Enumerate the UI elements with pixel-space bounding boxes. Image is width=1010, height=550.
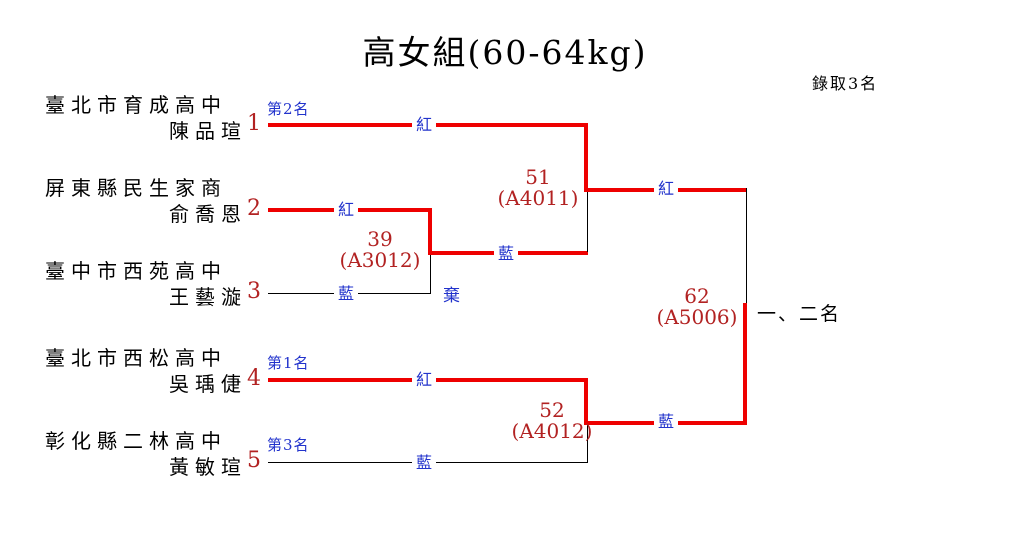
match-code: (A3012): [339, 248, 421, 272]
entry-school: 彰化縣二林高中: [45, 429, 227, 453]
match62-vertical-black: [746, 188, 747, 304]
corner-label-blue: 藍: [412, 454, 437, 472]
recruit-note: 錄取3名: [812, 74, 879, 93]
corner-label-blue: 藍: [654, 413, 679, 431]
entry-school: 屏東縣民生家商: [45, 176, 227, 200]
match-number: 51: [525, 165, 551, 189]
match52-vertical-red: [584, 378, 588, 425]
page-title: 高女組(60-64kg): [362, 33, 648, 72]
corner-label-blue: 藍: [334, 285, 359, 303]
match39-vertical-black: [430, 255, 431, 294]
match-52-label: 52 (A4012): [497, 400, 607, 442]
corner-label-red: 紅: [412, 371, 437, 389]
match62-vertical-red: [743, 303, 747, 425]
match52-vertical-black: [587, 425, 588, 463]
match-number: 52: [539, 398, 565, 422]
entry-athlete-name: 黃敏瑄: [169, 455, 247, 479]
entry-4: 臺北市西松高中 吳瑀倢: [45, 345, 241, 397]
entry-seed: 5: [247, 448, 261, 473]
entry-school: 臺北市育成高中: [45, 93, 227, 117]
entry-athlete-name: 俞喬恩: [169, 202, 247, 226]
entry-rank-badge: 第1名: [267, 354, 310, 372]
entry-seed: 3: [247, 279, 261, 304]
entry-5: 彰化縣二林高中 黃敏瑄: [45, 428, 241, 480]
entry-2: 屏東縣民生家商 俞喬恩: [45, 175, 241, 227]
forfeit-mark: 棄: [443, 286, 460, 306]
final-placement-label: 一、二名: [757, 303, 842, 325]
entry-3: 臺中市西苑高中 王藝漩: [45, 258, 241, 310]
corner-label-blue: 藍: [494, 245, 519, 263]
match-39-label: 39 (A3012): [325, 229, 435, 271]
match51-vertical-red: [584, 123, 588, 192]
entry-seed: 4: [247, 366, 261, 391]
match-number: 39: [367, 227, 393, 251]
entry-athlete-name: 陳品瑄: [169, 119, 247, 143]
match-code: (A4012): [511, 419, 593, 443]
corner-label-red: 紅: [334, 201, 359, 219]
entry-1: 臺北市育成高中 陳品瑄: [45, 92, 241, 144]
entry-school: 臺北市西松高中: [45, 346, 227, 370]
match-62-label: 62 (A5006): [642, 286, 752, 328]
entry-rank-badge: 第2名: [267, 100, 310, 118]
match-51-label: 51 (A4011): [483, 167, 593, 209]
match-code: (A4011): [497, 186, 579, 210]
match39-vertical-red: [428, 208, 432, 255]
corner-label-red: 紅: [654, 180, 679, 198]
match51-vertical-black: [587, 192, 588, 252]
match-number: 62: [684, 284, 710, 308]
entry-athlete-name: 王藝漩: [169, 285, 247, 309]
match-code: (A5006): [656, 305, 738, 329]
corner-label-red: 紅: [412, 116, 437, 134]
entry-seed: 2: [247, 196, 261, 221]
entry-athlete-name: 吳瑀倢: [169, 372, 247, 396]
entry-school: 臺中市西苑高中: [45, 259, 227, 283]
entry-seed: 1: [247, 111, 261, 136]
entry-rank-badge: 第3名: [267, 436, 310, 454]
